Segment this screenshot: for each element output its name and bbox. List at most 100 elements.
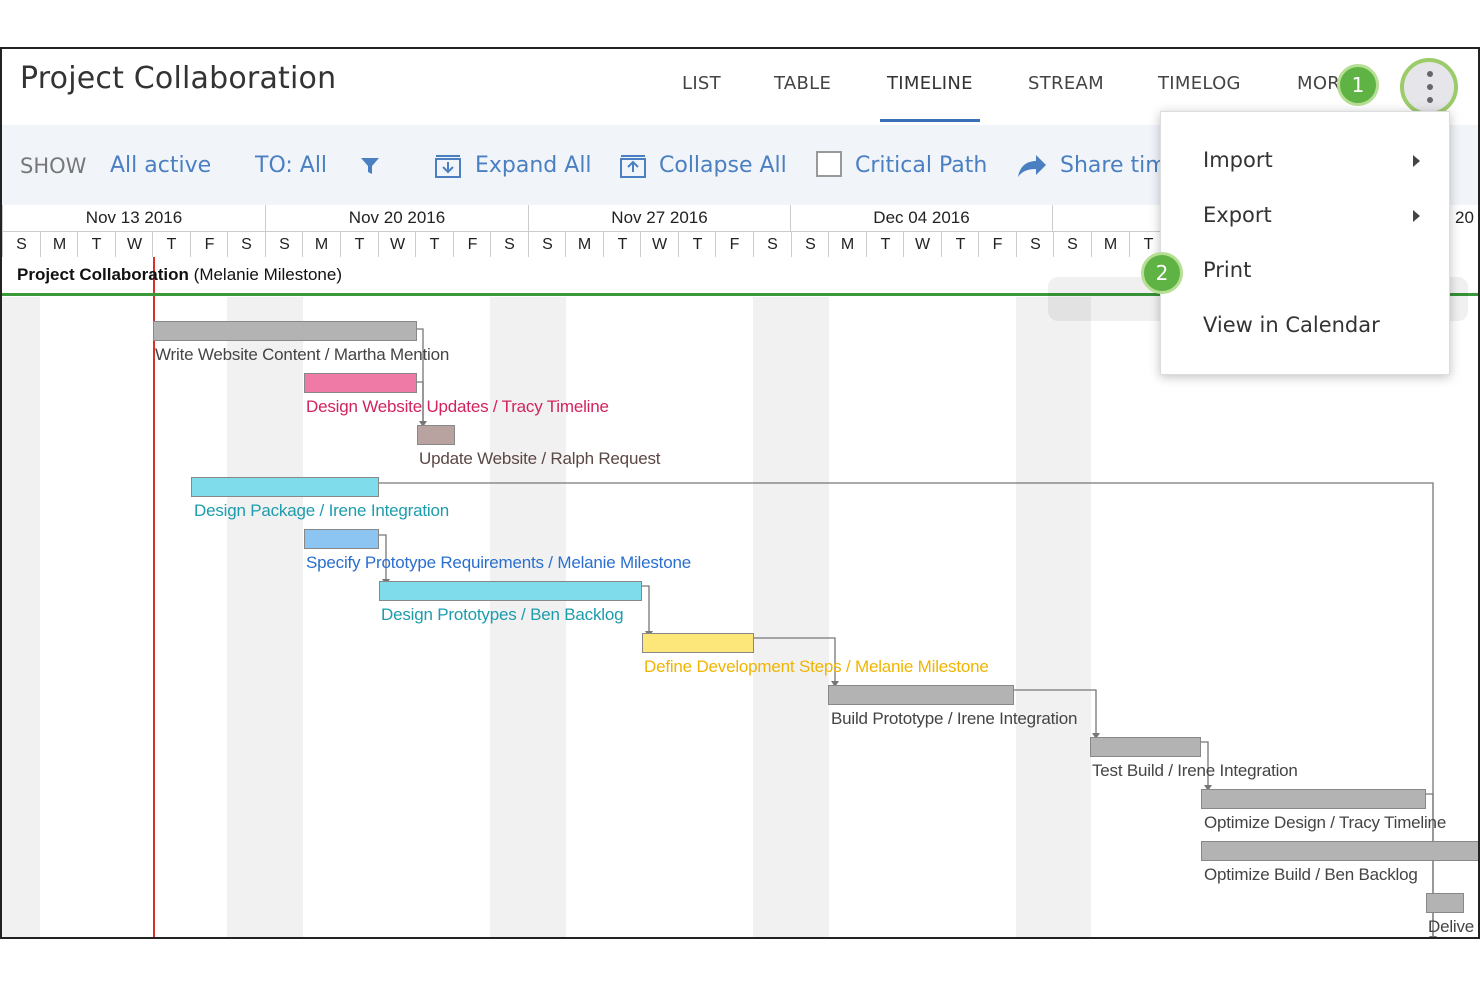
menu-item-export[interactable]: Export [1203, 203, 1272, 227]
share-timeline-button[interactable]: Share tim [1060, 153, 1167, 178]
menu-item-view-in-calendar[interactable]: View in Calendar [1203, 313, 1380, 337]
day-header: S [265, 231, 303, 257]
day-header: M [1091, 231, 1129, 257]
task-label[interactable]: Test Build / Irene Integration [1092, 761, 1298, 780]
task-label[interactable]: Write Website Content / Martha Mention [155, 345, 450, 364]
day-header: T [603, 231, 641, 257]
day-header: S [753, 231, 791, 257]
day-header: M [40, 231, 78, 257]
task-bar[interactable] [304, 529, 379, 549]
day-header: S [1053, 231, 1091, 257]
day-header: S [1016, 231, 1054, 257]
submenu-arrow-icon [1413, 155, 1420, 167]
task-bar[interactable] [642, 633, 754, 653]
day-header: M [565, 231, 603, 257]
task-label[interactable]: Delive [1428, 917, 1475, 936]
day-header: S [227, 231, 265, 257]
top-bar: Project Collaboration LIST TABLE TIMELIN… [2, 49, 1478, 125]
weekend-column [1016, 297, 1054, 937]
task-label[interactable]: Build Prototype / Irene Integration [831, 709, 1078, 728]
task-bar[interactable] [1426, 893, 1464, 913]
weekend-column [265, 297, 303, 937]
menu-item-import[interactable]: Import [1203, 148, 1273, 172]
task-bar[interactable] [304, 373, 417, 393]
project-summary-bar [2, 293, 1478, 296]
day-header: T [340, 231, 378, 257]
task-label[interactable]: Update Website / Ralph Request [419, 449, 661, 468]
step-callout-2: 2 [1141, 252, 1183, 294]
task-bar[interactable] [153, 321, 417, 341]
task-label[interactable]: Design Prototypes / Ben Backlog [381, 605, 624, 624]
day-header: W [378, 231, 416, 257]
task-bar[interactable] [1201, 789, 1426, 809]
task-label[interactable]: Optimize Build / Ben Backlog [1204, 865, 1418, 884]
assignee-filter-dropdown[interactable]: TO: All [255, 153, 328, 178]
day-header: S [2, 231, 40, 257]
collapse-all-button[interactable]: Collapse All [659, 153, 787, 178]
week-header: Nov 27 2016 [528, 205, 790, 231]
more-options-button[interactable] [1400, 58, 1458, 116]
share-icon [1016, 153, 1048, 185]
task-bar[interactable] [191, 477, 379, 497]
day-header: F [715, 231, 753, 257]
day-header: W [640, 231, 678, 257]
menu-item-print[interactable]: Print [1203, 258, 1252, 282]
today-marker [153, 257, 155, 937]
project-name: Project Collaboration [17, 265, 189, 284]
dot-icon [1427, 97, 1433, 103]
weekend-column [753, 297, 791, 937]
show-filter-dropdown[interactable]: All active [110, 153, 212, 178]
day-header: T [415, 231, 453, 257]
task-label[interactable]: Design Package / Irene Integration [194, 501, 449, 520]
task-label[interactable]: Define Development Steps / Melanie Miles… [644, 657, 989, 676]
day-header: W [115, 231, 153, 257]
expand-icon [434, 153, 462, 185]
step-callout-1: 1 [1337, 64, 1379, 106]
week-header: Dec 04 2016 [790, 205, 1052, 231]
critical-path-label[interactable]: Critical Path [855, 153, 988, 178]
task-bar[interactable] [1201, 841, 1478, 861]
day-header: T [941, 231, 979, 257]
day-header: F [453, 231, 491, 257]
expand-all-button[interactable]: Expand All [475, 153, 592, 178]
tab-stream[interactable]: STREAM [1028, 73, 1104, 94]
tab-timeline[interactable]: TIMELINE [887, 73, 973, 94]
task-label[interactable]: Design Website Updates / Tracy Timeline [306, 397, 609, 416]
task-bar[interactable] [828, 685, 1014, 705]
day-header: T [77, 231, 115, 257]
more-options-menu: Import Export Print View in Calendar [1160, 111, 1450, 375]
submenu-arrow-icon [1413, 210, 1420, 222]
filter-icon[interactable] [359, 155, 381, 183]
day-header: M [302, 231, 340, 257]
task-bar[interactable] [379, 581, 642, 601]
day-header: W [903, 231, 941, 257]
task-bar[interactable] [1090, 737, 1201, 757]
day-header: T [1129, 231, 1167, 257]
day-header: F [190, 231, 228, 257]
day-header: F [978, 231, 1016, 257]
tab-list[interactable]: LIST [682, 73, 721, 94]
task-bar[interactable] [417, 425, 455, 445]
weekend-column [1053, 297, 1091, 937]
day-header: S [791, 231, 829, 257]
collapse-icon [619, 153, 647, 185]
day-header: T [866, 231, 904, 257]
task-label[interactable]: Optimize Design / Tracy Timeline [1204, 813, 1447, 832]
dot-icon [1427, 71, 1433, 77]
day-header: T [678, 231, 716, 257]
project-row[interactable]: Project Collaboration (Melanie Milestone… [2, 257, 1478, 297]
day-header: M [828, 231, 866, 257]
tab-timelog[interactable]: TIMELOG [1158, 73, 1241, 94]
tab-table[interactable]: TABLE [774, 73, 832, 94]
dot-icon [1427, 84, 1433, 90]
week-header: Nov 20 2016 [265, 205, 528, 231]
weekend-column [227, 297, 265, 937]
weekend-column [2, 297, 40, 937]
day-header: S [528, 231, 566, 257]
page-title: Project Collaboration [20, 61, 337, 96]
week-header: Nov 13 2016 [2, 205, 265, 231]
critical-path-checkbox[interactable] [816, 151, 842, 177]
tab-more[interactable]: MOR [1297, 73, 1341, 94]
project-label: Project Collaboration (Melanie Milestone… [17, 265, 342, 285]
task-label[interactable]: Specify Prototype Requirements / Melanie… [306, 553, 691, 572]
